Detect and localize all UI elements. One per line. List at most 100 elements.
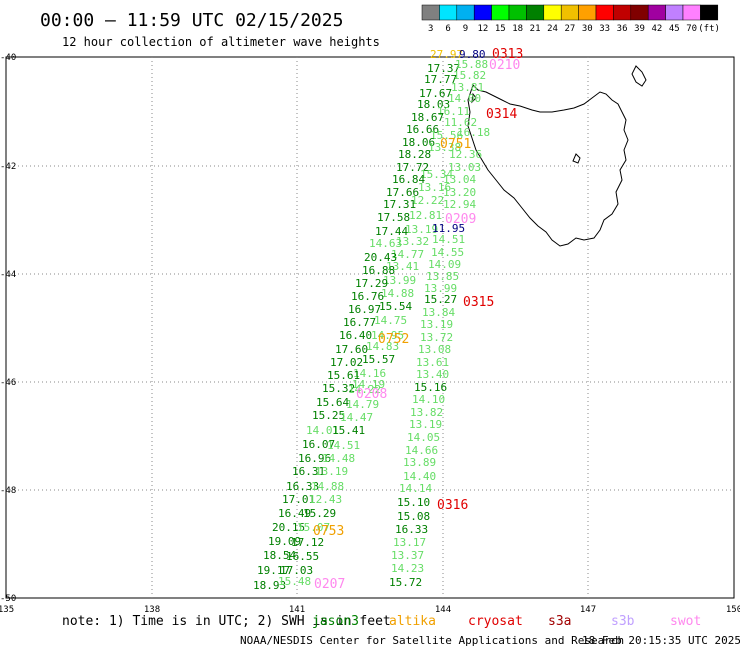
wave-height-value: 16.40: [339, 329, 372, 342]
latitude-tick-label: -44: [0, 270, 16, 280]
wave-height-value: 13.19: [315, 465, 348, 478]
wave-height-value: 12.43: [309, 493, 342, 506]
wave-height-value: 17.67: [419, 87, 452, 100]
color-scale-label: 12: [477, 24, 488, 34]
color-scale-label: 24: [547, 24, 558, 34]
wave-height-value: 15.32: [322, 382, 355, 395]
mission-legend-s3a: s3a: [548, 614, 571, 629]
wave-height-value: 17.12: [291, 536, 324, 549]
wave-height-value: 18.03: [417, 98, 450, 111]
wave-height-value: 20.43: [364, 251, 397, 264]
mission-legend-swot: swot: [670, 614, 701, 629]
wave-height-value: 12.81: [409, 209, 442, 222]
pass-time-label: 0315: [463, 295, 494, 310]
color-scale-label: 9: [463, 24, 468, 34]
color-scale-label: 70: [686, 24, 697, 34]
wave-height-value: 14.16: [353, 367, 386, 380]
color-swatch: [526, 4, 545, 21]
wave-height-value: 13.82: [410, 406, 443, 419]
page-title: 00:00 — 11:59 UTC 02/15/2025: [40, 10, 343, 31]
footer-timestamp: 18 Feb 20:15:35 UTC 2025: [582, 634, 740, 647]
color-scale-label: 42: [651, 24, 662, 34]
wave-height-value: 15.16: [414, 381, 447, 394]
map-border: [5, 56, 735, 599]
wave-height-value: 18.06: [402, 136, 435, 149]
wave-height-value: 16.97: [348, 303, 381, 316]
wave-height-value: 17.77: [424, 73, 457, 86]
color-swatch: [491, 4, 510, 21]
wave-height-value: 14.77: [391, 248, 424, 261]
wave-height-value: 14.51: [327, 439, 360, 452]
wave-height-value: 16.49: [278, 507, 311, 520]
maria-island: [572, 153, 581, 164]
wave-height-value: 13.89: [403, 456, 436, 469]
color-scale-label: 27: [564, 24, 575, 34]
wave-height-value: 13.37: [391, 549, 424, 562]
wave-height-value: 13.20: [443, 186, 476, 199]
wave-height-value: 14.23: [391, 562, 424, 575]
wave-height-value: 15.08: [397, 510, 430, 523]
wave-height-value: 17.58: [377, 211, 410, 224]
color-swatch: [613, 4, 632, 21]
wave-height-value: 15.82: [453, 69, 486, 82]
wave-height-value: 9.80: [459, 48, 486, 61]
wave-height-value: 15.88: [455, 58, 488, 71]
latitude-labels: -40 -42 -44 -46 -48 -50: [0, 53, 16, 604]
wave-height-value: 13.04: [443, 173, 476, 186]
color-scale-label: 18: [512, 24, 523, 34]
wave-height-value: 16.76: [351, 290, 384, 303]
tasmania-mainland: [467, 84, 629, 247]
wave-height-value: 13.38: [428, 141, 461, 154]
wave-height-value: 13.19: [420, 318, 453, 331]
wave-height-value: 14.51: [432, 233, 465, 246]
wave-height-value: 13.19: [409, 418, 442, 431]
wave-height-value: 20.15: [272, 521, 305, 534]
wave-height-value: 16.77: [343, 316, 376, 329]
wave-height-value: 14.05: [407, 431, 440, 444]
wave-height-value: 27.97: [430, 48, 463, 61]
wave-height-value: 16.55: [286, 550, 319, 563]
page-subtitle: 12 hour collection of altimeter wave hei…: [62, 35, 380, 49]
latitude-tick-label: -46: [0, 378, 16, 388]
wave-height-value: 19.17: [257, 564, 290, 577]
wave-height-value: 14.40: [403, 470, 436, 483]
wave-height-value: 13.03: [448, 161, 481, 174]
latitude-tick-label: -50: [0, 594, 16, 604]
wave-height-value: 11.95: [432, 222, 465, 235]
wave-height-value: 13.72: [420, 331, 453, 344]
wave-height-value: 15.48: [278, 575, 311, 588]
longitude-tick-label: 141: [289, 605, 305, 615]
color-swatch: [578, 4, 597, 21]
longitude-tick-label: 135: [0, 605, 14, 615]
wave-height-value: 13.41: [386, 260, 419, 273]
color-scale-label: 45: [669, 24, 680, 34]
wave-height-value: 13.85: [426, 270, 459, 283]
wave-height-value: 13.61: [416, 356, 449, 369]
wave-height-value: 12.22: [411, 194, 444, 207]
wave-height-value: 13.99: [383, 274, 416, 287]
wave-height-value: 14.88: [381, 287, 414, 300]
wave-height-value: 16.31: [292, 465, 325, 478]
flinders-island: [631, 65, 647, 87]
wave-height-value: 16.84: [392, 173, 425, 186]
wave-height-value: 17.02: [330, 356, 363, 369]
wave-height-value: 16.18: [457, 126, 490, 139]
longitude-tick-label: 147: [580, 605, 596, 615]
wave-height-value: 14.09: [428, 258, 461, 271]
pass-time-label: 0752: [378, 332, 409, 347]
wave-height-value: 18.93: [253, 579, 286, 592]
wave-height-value: 17.66: [386, 186, 419, 199]
pass-time-label: 0209: [445, 212, 476, 227]
wave-height-value: 14.48: [322, 452, 355, 465]
mission-legend-altika: altika: [389, 614, 436, 629]
wave-height-value: 17.29: [355, 277, 388, 290]
color-scale-label: 39: [634, 24, 645, 34]
longitude-tick-label: 144: [435, 605, 451, 615]
pass-time-label: 0316: [437, 498, 468, 513]
wave-height-value: 17.60: [335, 343, 368, 356]
tasmania-coastline: [467, 65, 647, 247]
color-swatch: [508, 4, 527, 21]
wave-height-value: 14.83: [366, 340, 399, 353]
wave-height-value: 18.67: [411, 111, 444, 124]
